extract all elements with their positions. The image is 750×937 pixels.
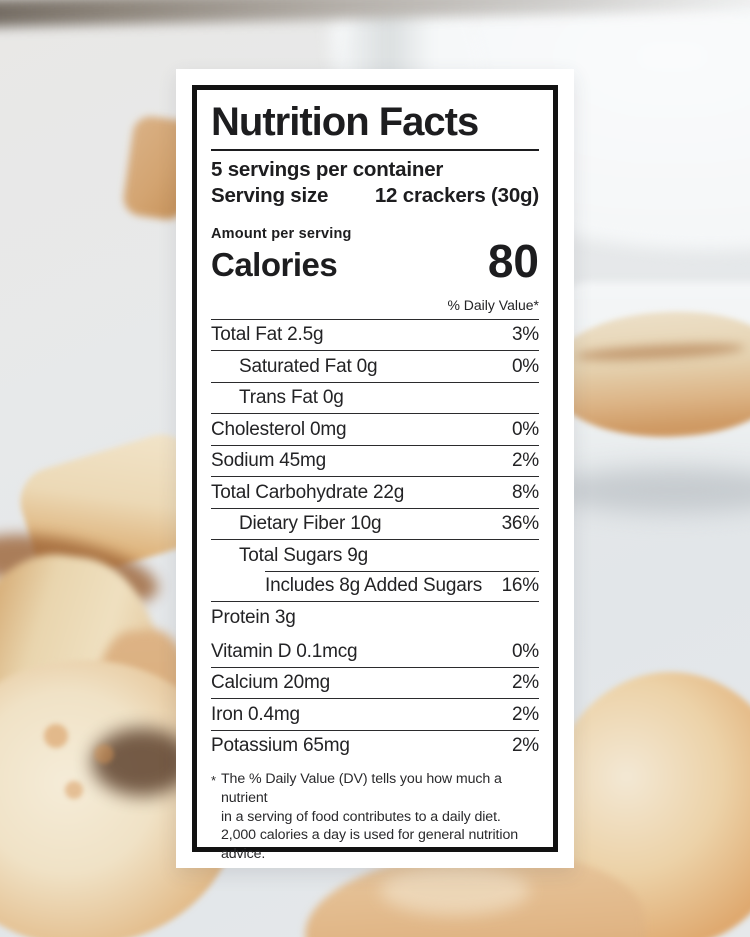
- nutrient-rows: Total Fat 2.5g 3% Saturated Fat 0g 0% Tr…: [211, 318, 540, 633]
- servings-per-container: 5 servings per container: [211, 158, 444, 181]
- nutrient-dv: 2%: [511, 672, 539, 694]
- plate-shadow: [555, 468, 750, 513]
- cracker-toasted-streak: [574, 340, 746, 364]
- nutrient-dv: 3%: [511, 324, 539, 346]
- nutrient-name: Includes 8g Added Sugars: [265, 575, 483, 597]
- nutrition-facts-frame: Nutrition Facts 5 servings per container…: [192, 85, 558, 862]
- calories-row: Calories 80: [211, 235, 539, 287]
- vitamin-row-vitamin-d: Vitamin D 0.1mcg 0%: [211, 634, 539, 667]
- footnote-text: The % Daily Value (DV) tells you how muc…: [221, 770, 539, 864]
- nutrient-dv: 0%: [511, 355, 539, 377]
- nutrient-row-dietary-fiber: Dietary Fiber 10g 36%: [211, 507, 540, 540]
- cracker-freckles: [20, 700, 140, 820]
- nutrient-name: Vitamin D 0.1mcg: [211, 640, 358, 662]
- amount-per-serving-label: Amount per serving: [211, 226, 352, 242]
- nutrient-name: Protein 3g: [211, 606, 296, 628]
- nutrition-facts-title: Nutrition Facts: [211, 100, 479, 144]
- biscotti-marbling: [14, 675, 176, 775]
- nutrient-name: Cholesterol 0mg: [211, 418, 347, 440]
- vitamin-rows: Vitamin D 0.1mcg 0% Calcium 20mg 2% Iron…: [211, 634, 539, 762]
- nutrient-row-added-sugars: Includes 8g Added Sugars 16%: [211, 570, 540, 602]
- biscotti-slice-left: [0, 543, 180, 897]
- nutrient-name: Total Sugars 9g: [239, 544, 369, 566]
- top-shadow-band: [0, 0, 750, 28]
- nutrient-row-total-sugars: Total Sugars 9g: [211, 539, 539, 571]
- nutrient-name: Saturated Fat 0g: [239, 355, 378, 377]
- nutrient-row-protein: Protein 3g: [211, 601, 539, 633]
- nutrient-name: Calcium 20mg: [211, 672, 331, 694]
- daily-value-header: % Daily Value*: [447, 296, 539, 313]
- title-divider: [211, 149, 539, 151]
- nutrient-name: Total Fat 2.5g: [211, 324, 324, 346]
- nutrient-row-trans-fat: Trans Fat 0g: [211, 381, 539, 414]
- nutrient-dv: 2%: [511, 703, 539, 725]
- nutrient-name: Iron 0.4mg: [211, 703, 300, 725]
- nutrient-name: Sodium 45mg: [211, 450, 327, 472]
- vitamin-row-calcium: Calcium 20mg 2%: [211, 666, 539, 699]
- calories-value: 80: [487, 235, 539, 287]
- footnote-line-3: 2,000 calories a day is used for general…: [220, 827, 519, 863]
- biscotti-crust-edge: [0, 520, 165, 620]
- nutrient-dv: 0%: [511, 418, 539, 440]
- nutrient-dv: 8%: [511, 481, 539, 503]
- nutrient-name: Dietary Fiber 10g: [239, 513, 382, 535]
- cracker-on-plate: [543, 303, 750, 446]
- vitamin-row-potassium: Potassium 65mg 2%: [211, 729, 539, 762]
- nutrient-row-total-fat: Total Fat 2.5g 3%: [211, 318, 539, 351]
- cracker-bottom-right: [548, 672, 750, 937]
- nutrient-dv: 16%: [501, 575, 540, 597]
- footnote-asterisk: *: [211, 773, 216, 789]
- nutrient-row-total-carbohydrate: Total Carbohydrate 22g 8%: [211, 476, 539, 508]
- serving-size-value: 12 crackers (30g): [374, 184, 539, 207]
- nutrient-dv: 0%: [511, 640, 539, 662]
- calories-label: Calories: [211, 245, 338, 283]
- nutrient-name: Potassium 65mg: [211, 735, 350, 757]
- serving-size-row: Serving size 12 crackers (30g): [211, 184, 539, 208]
- footnote-line-1: The % Daily Value (DV) tells you how muc…: [220, 771, 502, 806]
- white-plate: [545, 282, 750, 497]
- daily-value-footnote: * The % Daily Value (DV) tells you how m…: [211, 770, 539, 864]
- nutrient-row-saturated-fat: Saturated Fat 0g 0%: [211, 350, 539, 382]
- nutrient-row-sodium: Sodium 45mg 2%: [211, 444, 539, 477]
- nutrition-facts-card: Nutrition Facts 5 servings per container…: [176, 69, 574, 868]
- nutrient-name: Trans Fat 0g: [239, 387, 344, 409]
- serving-size-label: Serving size: [211, 184, 329, 207]
- footnote-line-2: in a serving of food contributes to a da…: [220, 808, 501, 825]
- vitamin-row-iron: Iron 0.4mg 2%: [211, 698, 539, 730]
- nutrient-dv: 2%: [511, 735, 539, 757]
- nutrient-dv: 2%: [511, 450, 539, 472]
- nutrient-dv: 36%: [501, 513, 540, 535]
- nutrient-name: Total Carbohydrate 22g: [211, 481, 405, 503]
- cracker-highlight: [380, 865, 530, 915]
- nutrient-row-cholesterol: Cholesterol 0mg 0%: [211, 413, 539, 445]
